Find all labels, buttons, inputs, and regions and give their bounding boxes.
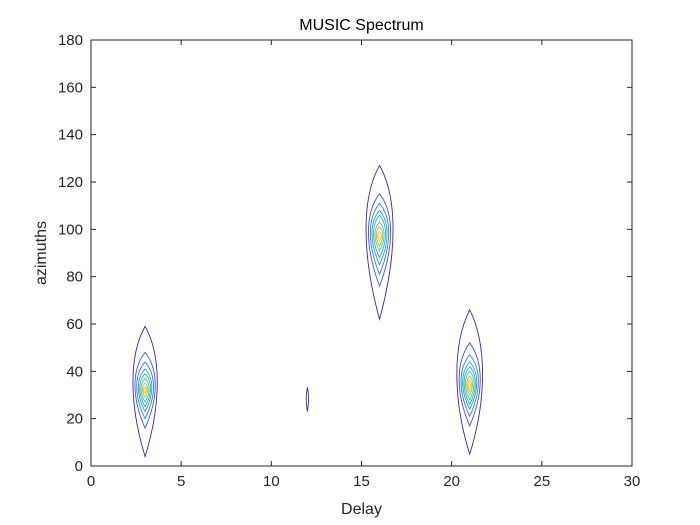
y-tick-label: 120: [58, 174, 83, 191]
y-tick-label: 140: [58, 127, 83, 144]
peak-4: [456, 308, 483, 456]
contour-line-peak-4-level-7: [466, 375, 474, 396]
contour-line-peak-3-level-9: [378, 233, 381, 240]
contour-line-peak-4-level-1: [456, 308, 483, 456]
y-tick-label: 100: [58, 221, 83, 238]
tick-marks: [90, 39, 633, 467]
y-tick-label: 60: [66, 316, 83, 333]
contour-line-peak-4-level-5: [463, 365, 476, 406]
contour-line-peak-4-level-4: [462, 361, 478, 411]
contour-line-peak-4-level-8: [467, 378, 472, 393]
contour-line-peak-4-level-9: [468, 382, 471, 389]
contour-line-peak-1-level-1: [132, 325, 158, 459]
contour-line-peak-1-level-3: [136, 361, 154, 420]
y-axis-title: azimuths: [33, 221, 50, 285]
y-tick-label: 80: [66, 269, 83, 286]
contour-line-peak-2-level-1: [305, 386, 309, 412]
contour-line-peak-3-level-7: [375, 226, 384, 247]
x-tick-label: 30: [624, 473, 641, 490]
contour-line-peak-1-level-5: [139, 373, 151, 408]
x-tick-label: 20: [443, 473, 460, 490]
contour-line-peak-4-level-6: [464, 370, 475, 401]
x-tick-labels: 0 5 10 15 20 25 30: [87, 473, 641, 490]
peak-3: [365, 164, 394, 321]
chart-title: MUSIC Spectrum: [299, 17, 423, 34]
contour-line-peak-3-level-3: [370, 202, 390, 276]
contour-line-peak-1-level-6: [140, 377, 150, 404]
y-tick-label: 160: [58, 79, 83, 96]
contour-line-peak-1-level-8: [143, 386, 148, 395]
contour-layer: [132, 164, 483, 459]
y-tick-label: 20: [66, 411, 83, 428]
contour-line-peak-3-level-6: [374, 221, 385, 252]
x-tick-label: 5: [177, 473, 185, 490]
contour-line-peak-4-level-3: [460, 354, 479, 418]
contour-line-peak-1-level-2: [134, 351, 156, 430]
contour-line-peak-4-level-2: [458, 342, 481, 427]
y-tick-labels: 0 20 40 60 80 100 120 140 160 180: [58, 32, 83, 475]
contour-line-peak-3-level-2: [368, 193, 391, 288]
x-tick-label: 15: [353, 473, 370, 490]
contour-line-peak-1-level-9: [143, 388, 147, 393]
x-axis-title: Delay: [341, 501, 382, 518]
y-tick-label: 180: [58, 32, 83, 49]
y-tick-label: 40: [66, 363, 83, 380]
y-tick-label: 0: [75, 458, 83, 475]
x-tick-label: 0: [87, 473, 95, 490]
x-tick-label: 25: [533, 473, 550, 490]
plot-area: [91, 40, 632, 466]
x-tick-label: 10: [263, 473, 280, 490]
contour-line-peak-1-level-7: [141, 382, 149, 399]
contour-line-peak-3-level-5: [372, 214, 387, 259]
contour-line-peak-3-level-1: [365, 164, 394, 321]
contour-line-peak-3-level-8: [377, 231, 383, 242]
contour-line-peak-3-level-4: [371, 209, 388, 266]
peak-1: [132, 325, 158, 459]
peak-2: [305, 386, 309, 412]
contour-line-peak-1-level-4: [137, 368, 153, 413]
